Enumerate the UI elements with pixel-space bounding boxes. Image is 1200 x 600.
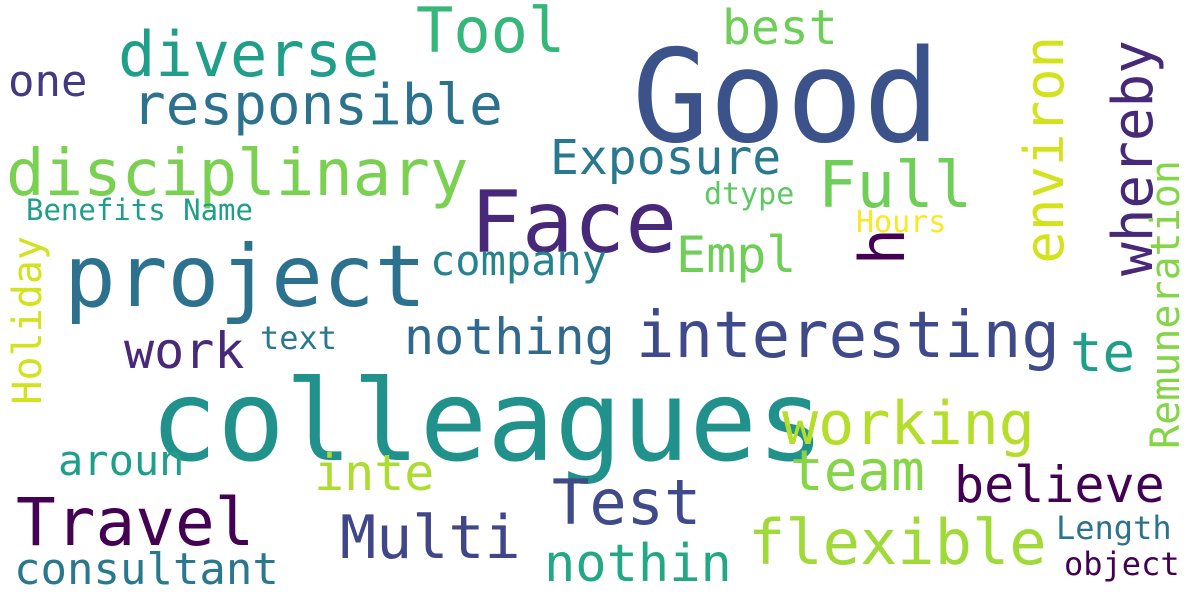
word-hours: Hours	[856, 205, 947, 240]
word-flexible: flexible	[748, 506, 1047, 579]
word-working: working	[782, 389, 1035, 459]
word-dtype: dtype	[704, 177, 795, 212]
word-tool: Tool	[416, 0, 566, 67]
word-inte: inte	[314, 444, 435, 502]
word-diverse: diverse	[118, 18, 380, 91]
word-good: Good	[632, 23, 941, 172]
word-disciplinary: disciplinary	[6, 137, 469, 211]
word-best: best	[722, 0, 838, 56]
word-benefits-name: Benefits Name	[26, 193, 253, 227]
word-travel: Travel	[16, 484, 255, 561]
word-object: object	[1064, 545, 1180, 583]
word-exposure: Exposure	[550, 130, 782, 186]
word-nothing: nothing	[404, 308, 615, 366]
word-nothin: nothin	[544, 534, 732, 594]
word-believe: believe	[954, 456, 1165, 514]
word-h: h	[846, 228, 919, 266]
word-work: work	[124, 322, 245, 380]
word-project: project	[64, 227, 427, 327]
word-one: one	[8, 56, 88, 107]
word-consultant: consultant	[14, 544, 279, 595]
word-holiday: Holiday	[5, 236, 51, 405]
word-te: te	[1070, 321, 1136, 384]
word-environ: environ	[1013, 36, 1076, 264]
word-remuneration: Remuneration	[1143, 160, 1189, 449]
word-team: team	[790, 439, 925, 504]
word-length: Length	[1056, 509, 1172, 547]
word-aroun: aroun	[58, 436, 185, 485]
word-responsible: responsible	[132, 73, 503, 138]
word-text: text	[260, 319, 338, 357]
word-empl: Empl	[676, 226, 797, 284]
word-multi: Multi	[340, 503, 521, 573]
word-face: Face	[470, 173, 678, 273]
word-full: Full	[818, 149, 973, 223]
word-test: Test	[552, 466, 702, 539]
word-colleagues: colleagues	[150, 357, 825, 487]
word-interesting: interesting	[636, 299, 1060, 373]
word-company: company	[430, 236, 608, 285]
